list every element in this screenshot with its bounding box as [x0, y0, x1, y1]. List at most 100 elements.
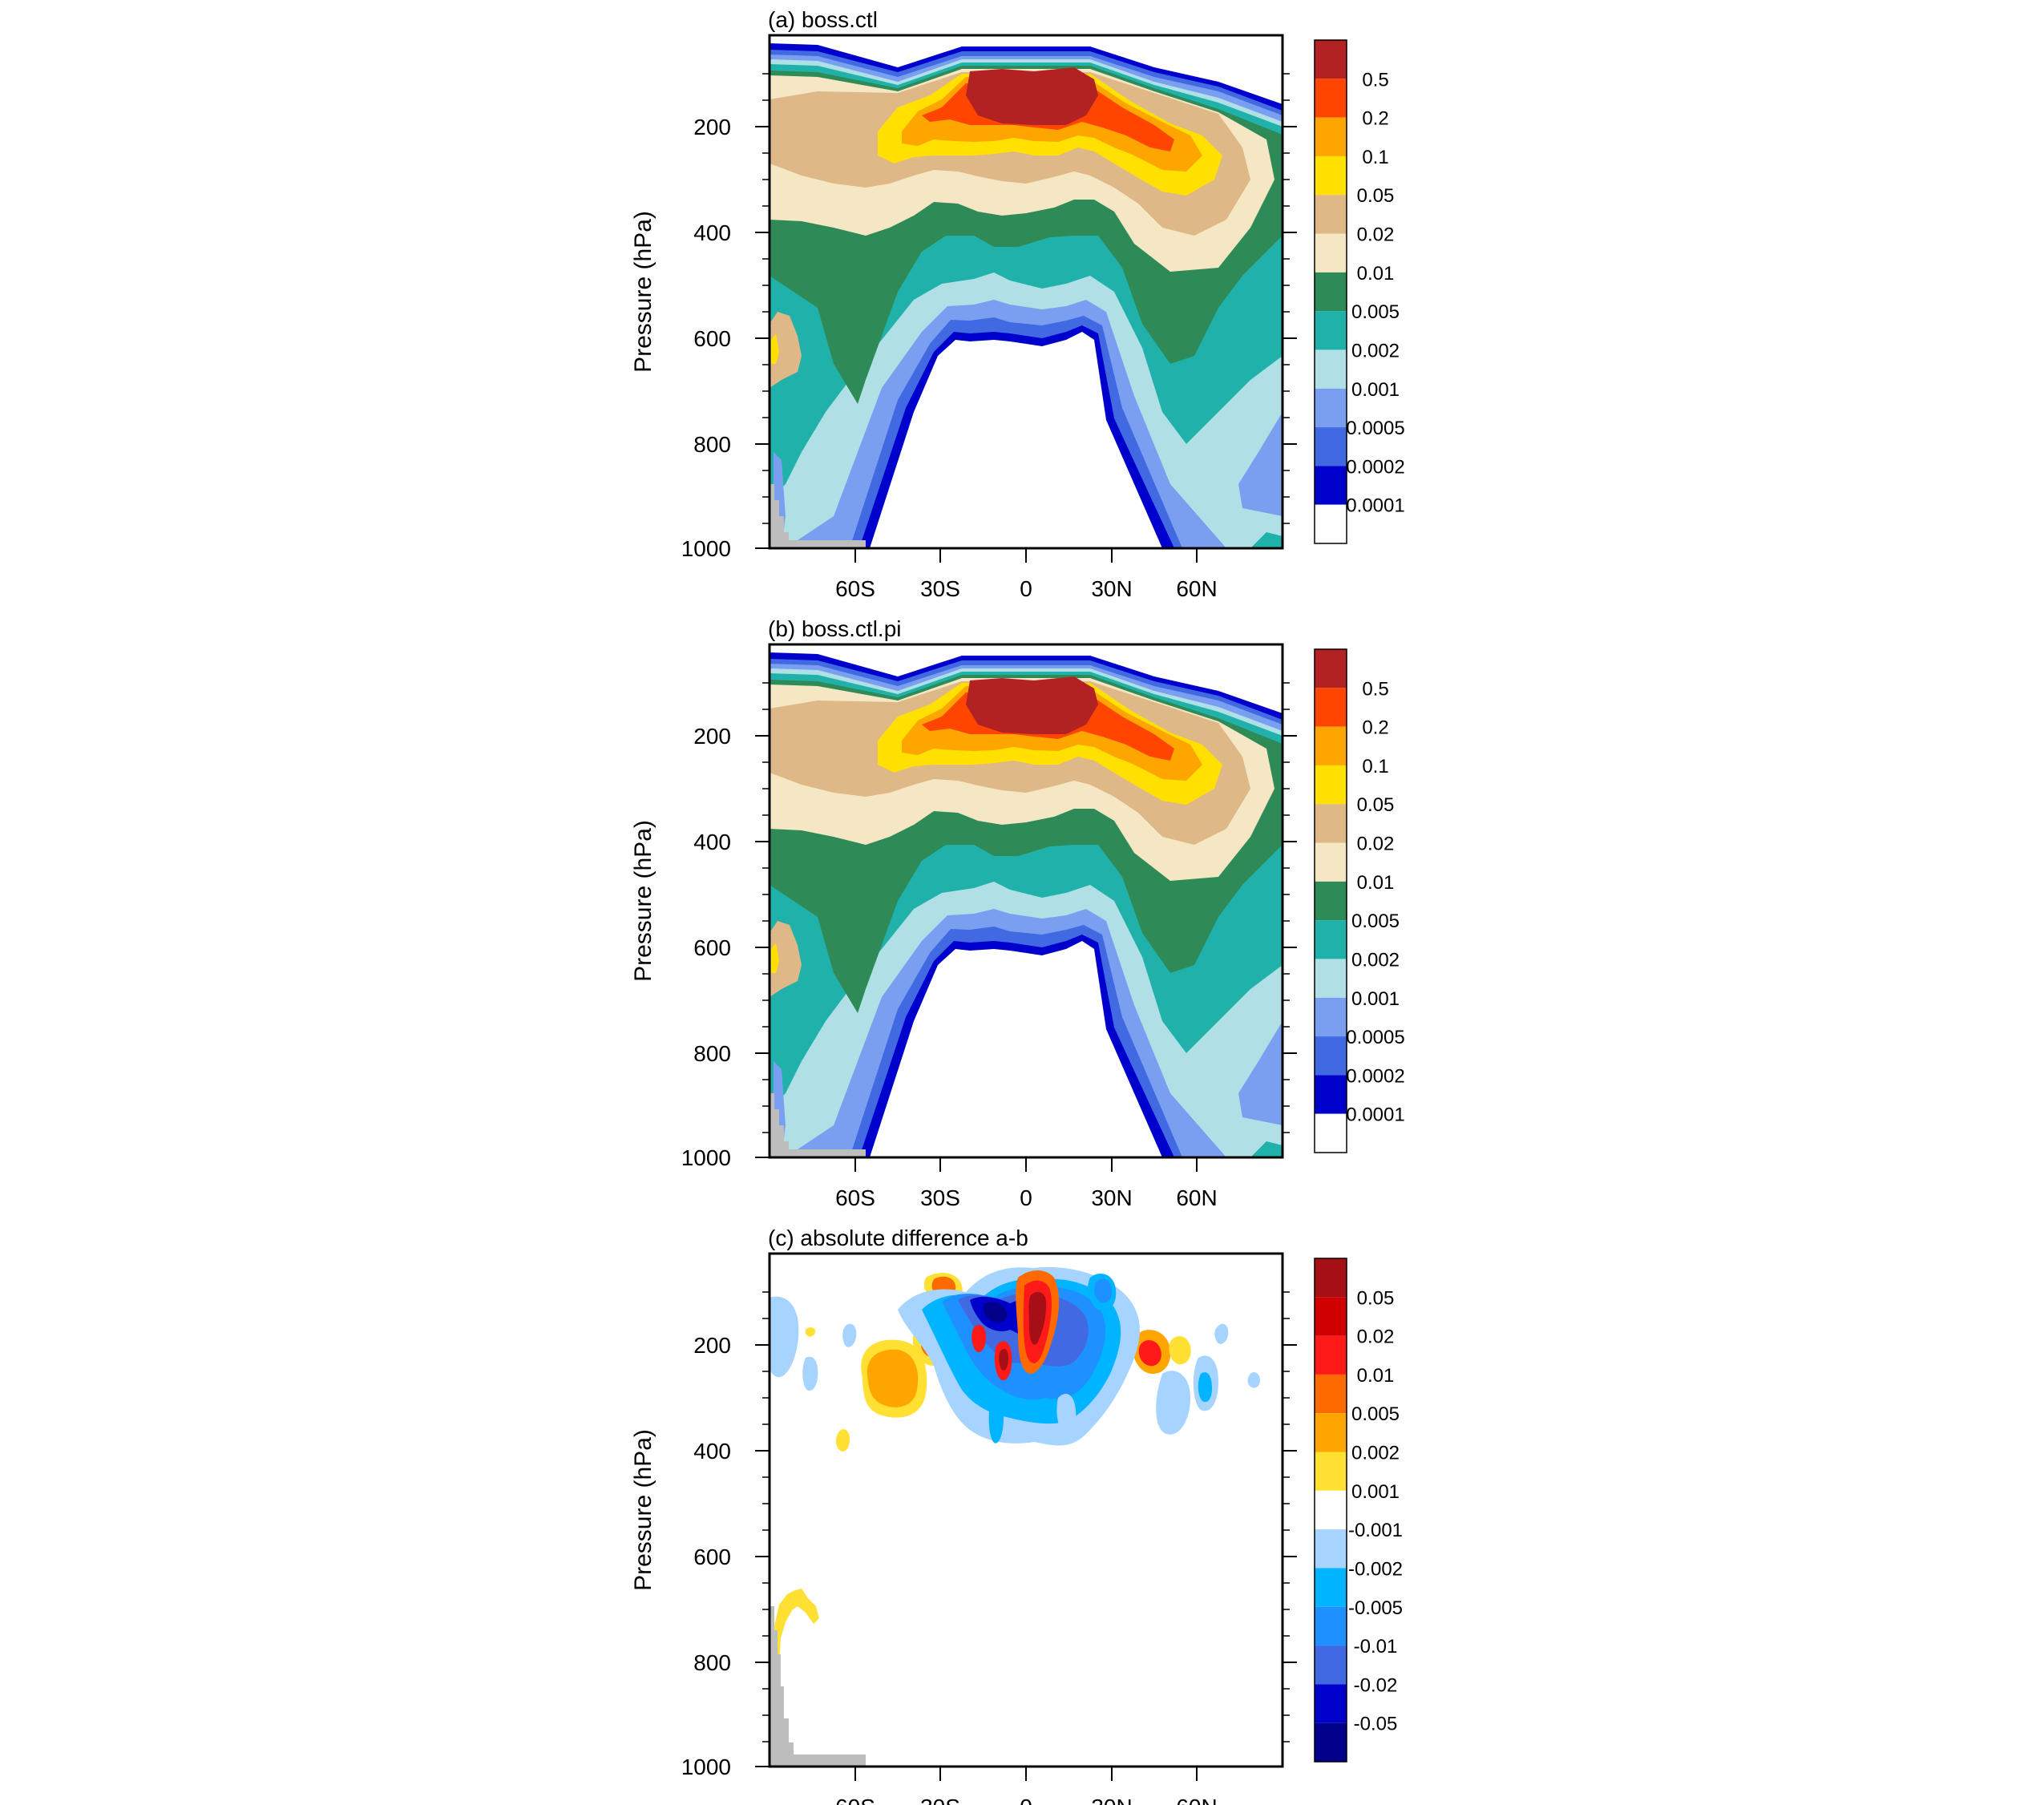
ytick-label: 400 [693, 1439, 731, 1464]
colorbar-swatch [1315, 1036, 1347, 1076]
panel-a: (a) boss.ctl 2 [630, 7, 1405, 601]
colorbar-swatch [1315, 1568, 1347, 1607]
colorbar-label: 0.0002 [1346, 1065, 1404, 1087]
ytick-label: 200 [693, 724, 731, 749]
colorbar-label: 0.02 [1357, 1326, 1395, 1348]
ytick-label: 800 [693, 1650, 731, 1675]
sh-edge-patch [770, 921, 802, 997]
sh-edge-yellow [771, 333, 779, 364]
colorbar-label: 0.002 [1351, 340, 1400, 361]
ne-corner-teal [1250, 532, 1283, 548]
pos-blob [866, 1349, 919, 1407]
ytick-label: 200 [693, 115, 731, 139]
panel-c-yticks: 200 400 600 800 1000 [681, 1291, 1297, 1779]
colorbar-swatch [1315, 649, 1347, 688]
pos-blob [835, 1429, 850, 1452]
colorbar-label: 0.005 [1351, 911, 1400, 932]
colorbar-swatch [1315, 997, 1347, 1037]
panel-a-field [770, 35, 1283, 548]
colorbar-border [1314, 648, 1347, 1153]
neg-blob [842, 1323, 857, 1347]
xtick-label: 60N [1176, 576, 1217, 601]
colorbar-swatch [1315, 1258, 1347, 1298]
colorbar-label: -0.02 [1354, 1674, 1398, 1696]
colorbar-label: 0.001 [1351, 988, 1400, 1010]
xtick-label: 0 [1020, 1185, 1032, 1210]
xtick-label: 30S [920, 576, 960, 601]
colorbar-swatch [1315, 272, 1347, 312]
colorbar-swatch [1315, 959, 1347, 998]
colorbar-border [1314, 39, 1347, 544]
ytick-label: 200 [693, 1333, 731, 1358]
colorbar-swatch [1315, 1722, 1347, 1762]
colorbar-label: -0.005 [1348, 1597, 1403, 1619]
colorbar-label: 0.1 [1362, 147, 1388, 168]
colorbar-swatch [1315, 920, 1347, 959]
panel-b-xticks: 60S 30S 0 30N 60N [835, 1157, 1218, 1210]
panel-b-yticks: 200 400 600 800 1000 [681, 682, 1297, 1170]
colorbar-swatch [1315, 427, 1347, 466]
ytick-label: 1000 [681, 1145, 731, 1170]
panel-a-ylabel: Pressure (hPa) [630, 211, 656, 373]
sh-edge-yellow [771, 943, 779, 973]
colorbar-swatch [1315, 765, 1347, 805]
neg-blob [770, 1296, 799, 1378]
colorbar-swatch [1315, 1374, 1347, 1414]
colorbar-swatch [1315, 1645, 1347, 1685]
panel-b: (b) boss.ctl.pi [630, 616, 1405, 1210]
panel-b-title: (b) boss.ctl.pi [768, 616, 902, 641]
colorbar-label: 0.005 [1351, 1403, 1400, 1425]
colorbar-swatch [1315, 1413, 1347, 1452]
ytick-label: 800 [693, 432, 731, 457]
ne-corner-teal [1250, 1141, 1283, 1157]
pos-blob [972, 1324, 986, 1353]
ytick-minor-ticks [762, 1291, 1290, 1742]
panel-c-field [770, 1254, 1283, 1767]
panel-b-ylabel: Pressure (hPa) [630, 820, 656, 982]
pos-blob [806, 1327, 816, 1337]
colorbar-label: 0.02 [1357, 224, 1395, 246]
ytick-label: 1000 [681, 536, 731, 561]
colorbar-label: 0.05 [1357, 794, 1395, 816]
xtick-label: 30S [920, 1185, 960, 1210]
colorbar-swatch [1315, 1075, 1347, 1114]
colorbar-label: 0.002 [1351, 1443, 1400, 1464]
neg-blob [1056, 1394, 1077, 1436]
colorbar-label: 0.5 [1362, 678, 1388, 700]
colorbar-swatch [1315, 1297, 1347, 1336]
panel-a-title: (a) boss.ctl [768, 7, 878, 32]
colorbar-label: 0.05 [1357, 185, 1395, 207]
colorbar-label: -0.002 [1348, 1558, 1403, 1580]
ytick-label: 800 [693, 1041, 731, 1066]
colorbar-swatch [1315, 842, 1347, 882]
neg-blob [983, 1302, 1008, 1323]
colorbar-label: 0.001 [1351, 1481, 1400, 1503]
colorbar-swatch [1315, 1452, 1347, 1491]
band-0.5 [966, 67, 1098, 125]
colorbar-swatch [1315, 233, 1347, 273]
panel-c-xticks: 60S 30S 0 30N 60N [835, 1767, 1218, 1805]
colorbar-label: 0.1 [1362, 756, 1388, 777]
colorbar-swatch [1315, 1113, 1347, 1153]
xtick-label: 60S [835, 576, 875, 601]
neg-blob [1094, 1278, 1113, 1303]
colorbar-label: 0.005 [1351, 301, 1400, 323]
ytick-minor-ticks [762, 73, 1290, 524]
colorbar-swatch [1315, 1529, 1347, 1569]
colorbar-label: 0.2 [1362, 108, 1388, 130]
orography [770, 1606, 866, 1767]
colorbar-label: 0.01 [1357, 1365, 1395, 1387]
band-0.5 [966, 676, 1098, 734]
panel-c-ylabel: Pressure (hPa) [630, 1429, 656, 1591]
xtick-label: 60N [1176, 1185, 1217, 1210]
colorbar-label: 0.02 [1357, 834, 1395, 855]
colorbar-border [1314, 1258, 1347, 1763]
colorbar-label: 0.05 [1357, 1287, 1395, 1309]
ne-light-blue [1238, 1021, 1283, 1125]
colorbar-swatch [1315, 349, 1347, 389]
colorbar-label: 0.5 [1362, 69, 1388, 91]
panel-c-title: (c) absolute difference a-b [768, 1226, 1028, 1250]
ytick-label: 600 [693, 1545, 731, 1569]
colorbar-swatch [1315, 1490, 1347, 1530]
colorbar-swatch [1315, 881, 1347, 921]
